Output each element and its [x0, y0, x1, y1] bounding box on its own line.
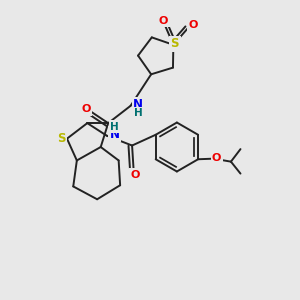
Text: N: N: [110, 128, 119, 141]
Text: S: S: [57, 132, 66, 145]
Text: O: O: [188, 20, 198, 30]
Text: O: O: [159, 16, 168, 26]
Text: O: O: [130, 170, 140, 180]
Text: H: H: [134, 108, 143, 118]
Text: N: N: [134, 98, 143, 111]
Text: O: O: [82, 104, 91, 114]
Text: O: O: [212, 153, 221, 163]
Text: H: H: [110, 122, 119, 132]
Text: S: S: [171, 38, 179, 50]
